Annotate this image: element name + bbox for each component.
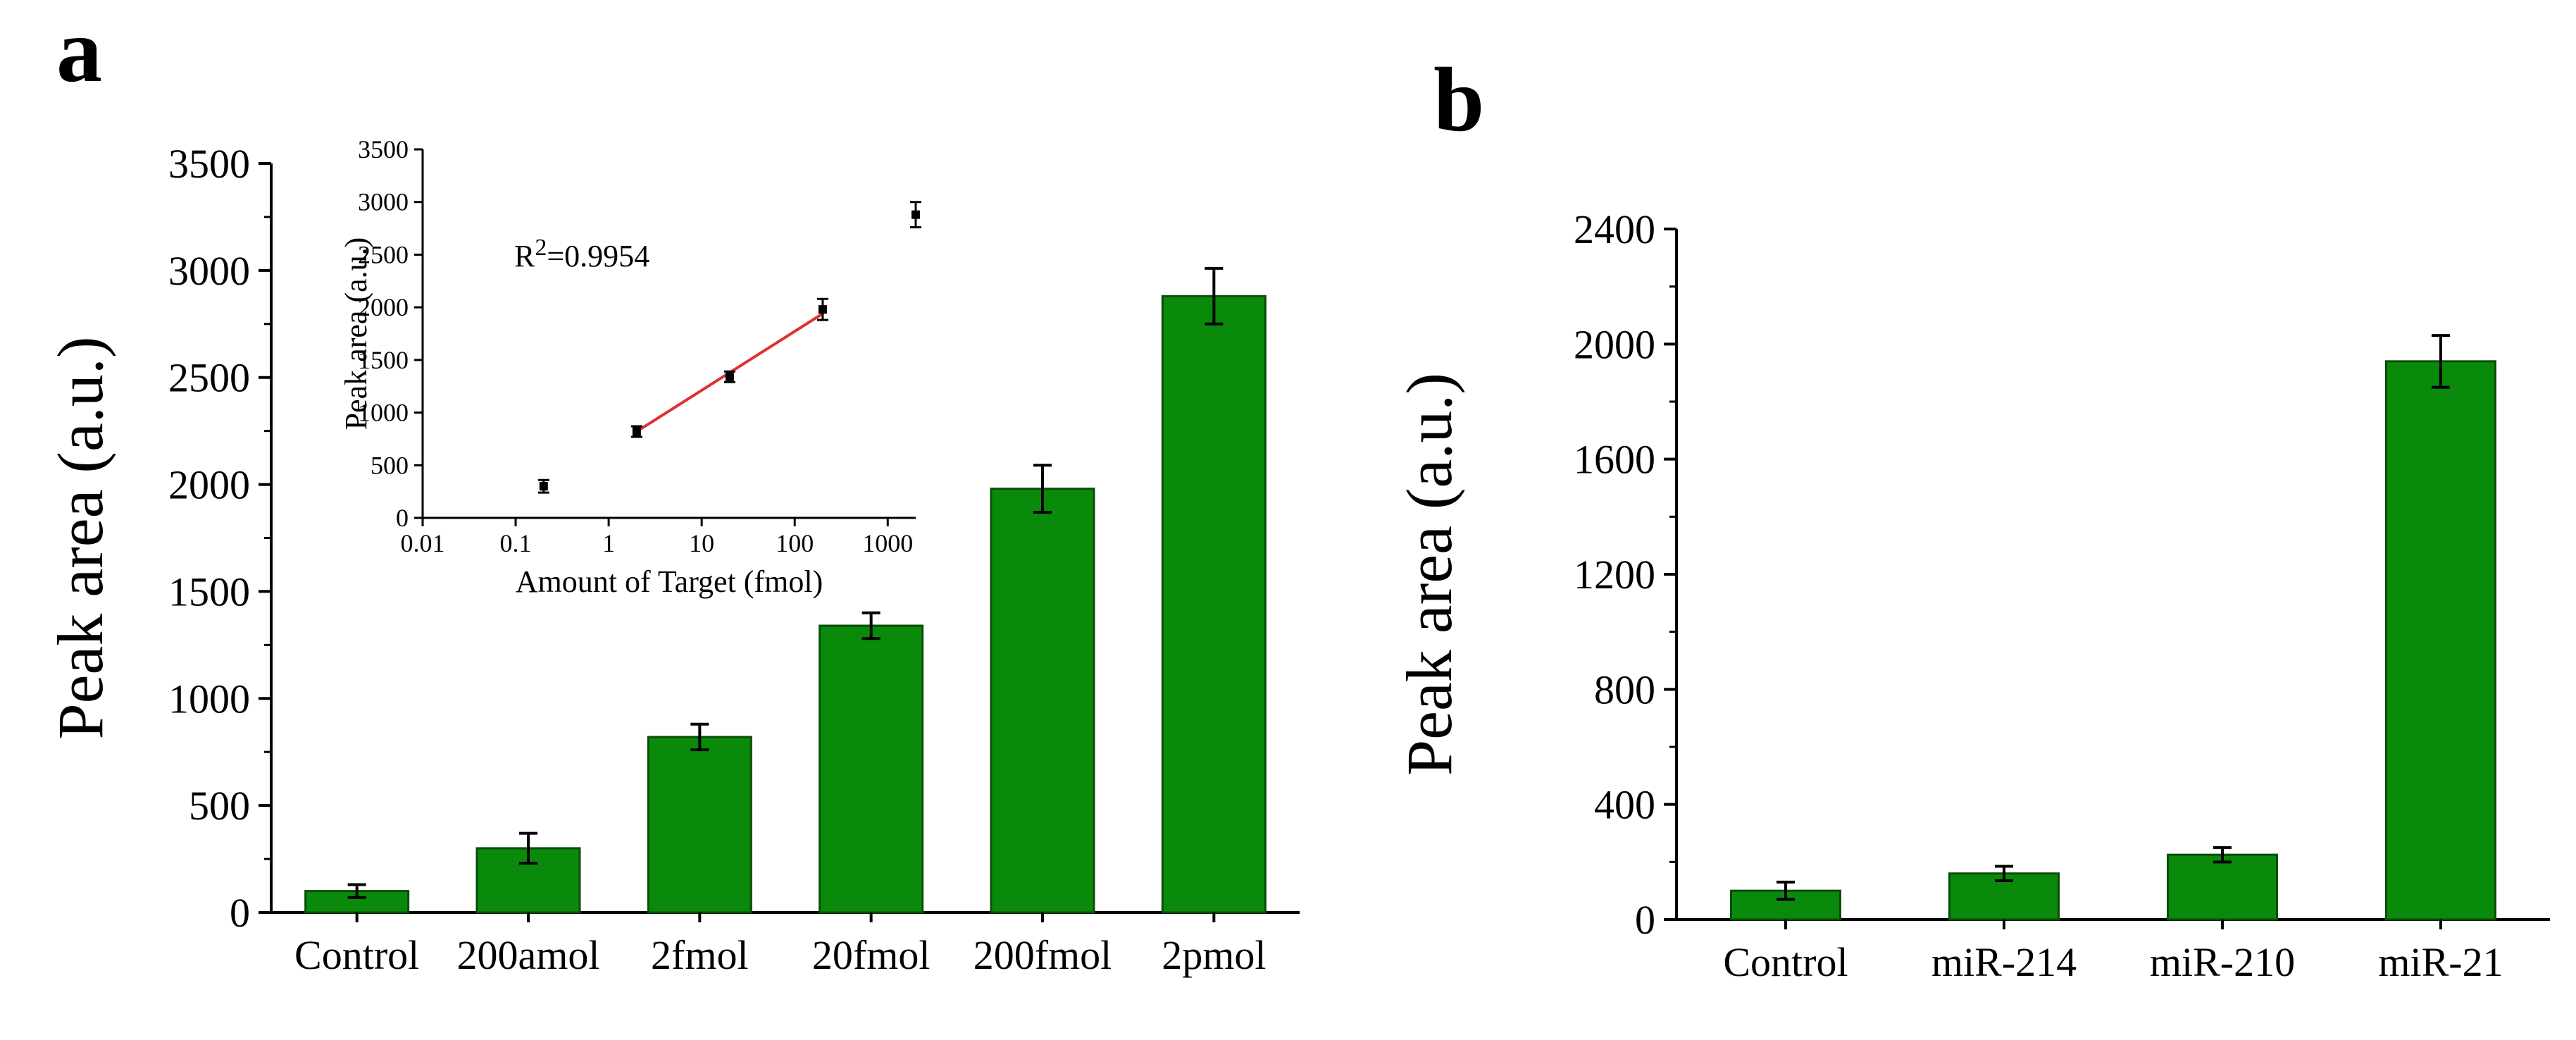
inset-x-tick-label: 0.1 <box>500 529 532 557</box>
y-axis-label: Peak area (a.u.) <box>1393 373 1465 776</box>
inset-y-tick-label: 1500 <box>358 346 409 374</box>
y-tick-label: 1500 <box>168 569 250 614</box>
inset-y-tick-label: 1000 <box>358 399 409 427</box>
x-tick-label: 2fmol <box>651 932 749 978</box>
y-tick-label: 0 <box>230 890 250 936</box>
inset-point <box>632 427 641 436</box>
inset-y-tick-label: 0 <box>396 504 409 532</box>
y-tick-label: 3500 <box>168 141 250 187</box>
x-tick-label: miR-210 <box>2150 939 2295 985</box>
inset-y-tick-label: 3500 <box>358 135 409 163</box>
y-tick-label: 400 <box>1594 782 1655 828</box>
bar <box>2167 853 2278 921</box>
x-tick-label: miR-21 <box>2378 939 2503 985</box>
y-tick-label: 1600 <box>1574 437 1655 483</box>
inset-x-tick-label: 1000 <box>862 529 913 557</box>
inset-point <box>911 210 920 219</box>
x-tick-label: Control <box>294 932 419 978</box>
x-tick-label: 2pmol <box>1162 932 1266 978</box>
r-squared-annotation: R2=0.9954 <box>514 235 649 273</box>
y-tick-label: 1200 <box>1574 552 1655 598</box>
x-tick-label: 20fmol <box>812 932 931 978</box>
y-tick-label: 2000 <box>168 462 250 508</box>
inset-x-axis-label: Amount of Target (fmol) <box>516 564 823 599</box>
bar <box>1161 295 1267 914</box>
inset-x-tick-label: 10 <box>689 529 714 557</box>
y-axis-label: Peak area (a.u.) <box>44 336 116 739</box>
inset-y-tick-label: 2500 <box>358 240 409 268</box>
inset-y-tick-label: 3000 <box>358 188 409 216</box>
inset-y-axis-label: Peak area (a.u.) <box>339 237 373 431</box>
y-tick-label: 3000 <box>168 248 250 294</box>
x-tick-label: 200fmol <box>973 932 1112 978</box>
inset-point <box>539 482 548 491</box>
inset-x-tick-label: 1 <box>602 529 615 557</box>
inset-x-tick-label: 0.01 <box>401 529 445 557</box>
inset-point <box>818 305 827 314</box>
inset-y-tick-label: 500 <box>371 451 409 479</box>
bar <box>819 624 924 914</box>
panel-letter: a <box>56 0 102 101</box>
y-tick-label: 500 <box>189 783 250 829</box>
y-tick-label: 2500 <box>168 355 250 401</box>
inset-y-tick-label: 2000 <box>358 293 409 321</box>
y-tick-label: 800 <box>1594 667 1655 712</box>
y-tick-label: 0 <box>1635 897 1655 943</box>
panel-b: b 0 400 800 1200 1600 2000 2400 Peak area (a.u.)… <box>1393 49 2550 985</box>
x-tick-label: 200amol <box>457 932 600 978</box>
bar <box>2385 360 2496 921</box>
panel-letter: b <box>1433 49 1484 151</box>
x-tick-label: miR-214 <box>1931 939 2077 985</box>
x-tick-label: Control <box>1723 939 1848 985</box>
inset-x-tick-label: 100 <box>776 529 814 557</box>
bar <box>647 736 752 914</box>
inset-point <box>725 372 734 381</box>
y-tick-label: 2400 <box>1574 206 1655 252</box>
bar <box>990 488 1095 914</box>
y-tick-label: 1000 <box>168 676 250 722</box>
y-tick-label: 2000 <box>1574 321 1655 367</box>
